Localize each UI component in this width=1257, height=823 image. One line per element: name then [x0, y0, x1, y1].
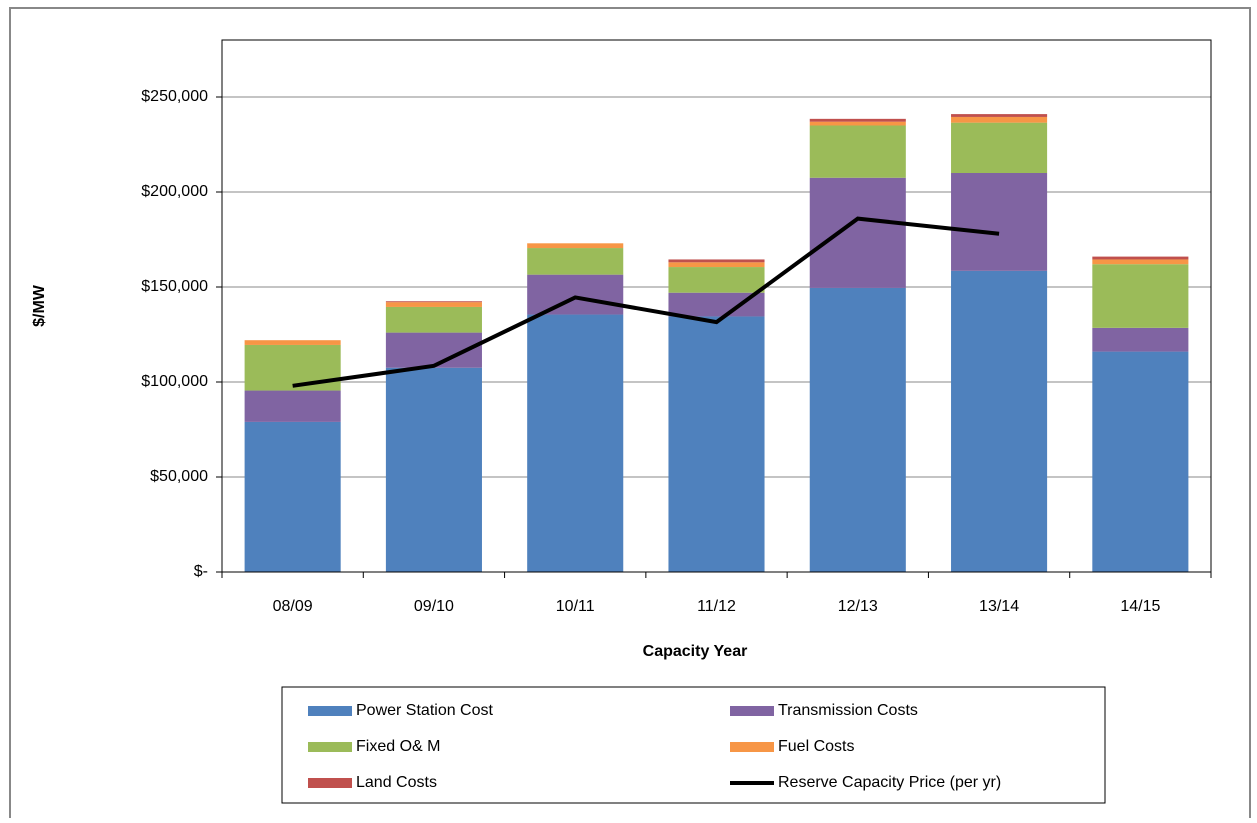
y-tick-label: $100,000 [141, 373, 208, 390]
bar-segment [668, 259, 765, 263]
bar-segment [527, 314, 624, 572]
bar-segment [951, 270, 1048, 572]
bar-segment [809, 177, 906, 288]
x-tick-label: 09/10 [414, 598, 454, 615]
legend-swatch [308, 778, 352, 788]
legend-label: Land Costs [356, 774, 437, 791]
bar-segment [951, 116, 1048, 123]
legend-swatch [730, 742, 774, 752]
y-tick-label: $- [194, 563, 208, 580]
legend-label: Reserve Capacity Price (per yr) [778, 774, 1001, 791]
bar-segment [527, 243, 624, 249]
bar-segment [668, 292, 765, 317]
bar-segment [951, 122, 1048, 173]
bar-segment [244, 344, 341, 391]
line-series [292, 216, 1000, 388]
bar-segment [1092, 256, 1189, 260]
x-tick-label: 12/13 [838, 598, 878, 615]
bar-segment [951, 114, 1048, 117]
bar-segment [527, 274, 624, 315]
y-axis-label: $/MW [31, 284, 48, 327]
legend-swatch [308, 706, 352, 716]
legend-label: Transmission Costs [778, 702, 918, 719]
x-tick-label: 11/12 [697, 598, 736, 615]
y-tick-label: $150,000 [141, 278, 208, 295]
bar-segment [385, 302, 482, 307]
bar-segment [1092, 327, 1189, 352]
bar-segment [809, 287, 906, 572]
bar-segment [668, 262, 765, 268]
bar-segment [244, 340, 341, 345]
legend-label: Fuel Costs [778, 738, 854, 755]
bar-segment [527, 248, 624, 275]
x-tick-label: 13/14 [979, 598, 1019, 615]
bar-segment [809, 121, 906, 126]
y-tick-label: $250,000 [141, 88, 208, 105]
plot-area [221, 39, 1212, 573]
y-tick-label: $200,000 [141, 183, 208, 200]
legend-swatch [308, 742, 352, 752]
x-tick-label: 10/11 [556, 598, 595, 615]
x-axis-label: Capacity Year [643, 643, 748, 660]
legend-swatch [730, 706, 774, 716]
bar-segment [809, 125, 906, 178]
bar-segment [951, 173, 1048, 271]
bar-segment [385, 306, 482, 333]
x-tick-label: 08/09 [273, 598, 313, 615]
bar-segment [668, 316, 765, 572]
frame [9, 7, 1251, 818]
bar-segment [1092, 259, 1189, 265]
bar-segment [244, 421, 341, 572]
bar-segment [385, 301, 482, 303]
bar-segment [1092, 351, 1189, 572]
x-tick-label: 14/15 [1120, 598, 1160, 615]
bar-segment [668, 267, 765, 293]
bar-segment [809, 118, 906, 122]
y-tick-label: $50,000 [150, 468, 208, 485]
legend-label: Power Station Cost [356, 702, 494, 719]
bar-segment [1092, 264, 1189, 328]
legend-box [281, 686, 1106, 804]
bar-segment [244, 390, 341, 422]
legend-label: Fixed O& M [356, 738, 440, 755]
bar-segment [385, 367, 482, 572]
